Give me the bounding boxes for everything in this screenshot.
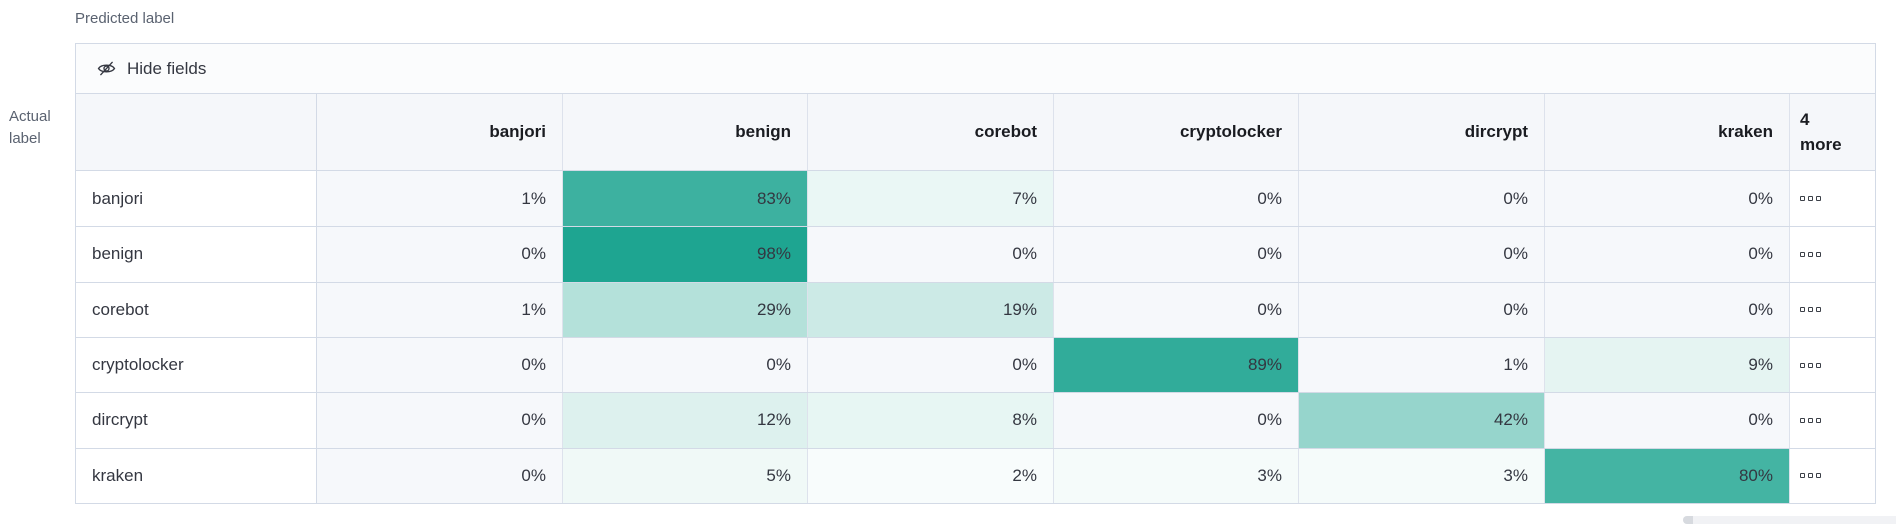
value-cell-kraken-banjori[interactable]: 0% [317, 448, 563, 503]
value-cell-benign-kraken[interactable]: 0% [1545, 227, 1790, 282]
column-header-cryptolocker[interactable]: cryptolocker [1054, 94, 1299, 170]
matrix-row-kraken: kraken 0% 5% 2% 3% 3% 80% [76, 447, 1875, 503]
column-header-banjori[interactable]: banjori [317, 94, 563, 170]
hide-fields-label: Hide fields [127, 58, 207, 78]
confusion-matrix-grid: Hide fields banjori benign corebot cryptolo… [75, 43, 1876, 504]
row-label-corebot[interactable]: corebot [76, 282, 317, 337]
row-label-benign[interactable]: benign [76, 227, 317, 282]
value-cell-cryptolocker-banjori[interactable]: 0% [317, 337, 563, 393]
matrix-row-benign: benign 0% 98% 0% 0% 0% 0% [76, 226, 1875, 282]
value-cell-dircrypt-dircrypt[interactable]: 42% [1299, 393, 1545, 448]
data-grid-toolbar: Hide fields [76, 44, 1875, 94]
value-cell-dircrypt-cryptolocker[interactable]: 0% [1054, 393, 1299, 448]
value-cell-cryptolocker-kraken[interactable]: 9% [1545, 337, 1790, 393]
header-corner-cell [76, 94, 317, 170]
more-cell-kraken[interactable] [1790, 448, 1875, 503]
value-cell-dircrypt-banjori[interactable]: 0% [317, 393, 563, 448]
value-cell-dircrypt-kraken[interactable]: 0% [1545, 393, 1790, 448]
boxes-horizontal-icon[interactable] [1800, 473, 1821, 479]
value-cell-corebot-kraken[interactable]: 0% [1545, 282, 1790, 337]
value-cell-banjori-benign[interactable]: 83% [563, 171, 808, 227]
actual-axis-label: Actual label [9, 108, 51, 147]
value-cell-benign-banjori[interactable]: 0% [317, 227, 563, 282]
matrix-row-cryptolocker: cryptolocker 0% 0% 0% 89% 1% 9% [76, 336, 1875, 393]
value-cell-banjori-banjori[interactable]: 1% [317, 171, 563, 227]
boxes-horizontal-icon[interactable] [1800, 307, 1821, 313]
boxes-horizontal-icon[interactable] [1800, 196, 1821, 202]
boxes-horizontal-icon[interactable] [1800, 417, 1821, 423]
value-cell-cryptolocker-corebot[interactable]: 0% [808, 337, 1054, 393]
value-cell-benign-dircrypt[interactable]: 0% [1299, 227, 1545, 282]
value-cell-kraken-cryptolocker[interactable]: 3% [1054, 448, 1299, 503]
value-cell-dircrypt-corebot[interactable]: 8% [808, 393, 1054, 448]
more-cell-banjori[interactable] [1790, 171, 1875, 227]
hide-fields-button[interactable]: Hide fields [97, 59, 206, 79]
matrix-row-dircrypt: dircrypt 0% 12% 8% 0% 42% 0% [76, 392, 1875, 448]
value-cell-cryptolocker-dircrypt[interactable]: 1% [1299, 337, 1545, 393]
horizontal-scrollbar[interactable] [1683, 516, 1896, 524]
value-cell-corebot-corebot[interactable]: 19% [808, 282, 1054, 337]
column-header-kraken[interactable]: kraken [1545, 94, 1790, 170]
row-label-banjori[interactable]: banjori [76, 171, 317, 227]
predicted-axis-label: Predicted label [75, 10, 175, 27]
boxes-horizontal-icon[interactable] [1800, 362, 1821, 368]
value-cell-corebot-benign[interactable]: 29% [563, 282, 808, 337]
column-header-dircrypt[interactable]: dircrypt [1299, 94, 1545, 170]
more-cell-benign[interactable] [1790, 227, 1875, 282]
row-label-dircrypt[interactable]: dircrypt [76, 393, 317, 448]
scrollbar-thumb[interactable] [1683, 516, 1693, 524]
value-cell-banjori-kraken[interactable]: 0% [1545, 171, 1790, 227]
value-cell-benign-benign[interactable]: 98% [563, 227, 808, 282]
value-cell-kraken-kraken[interactable]: 80% [1545, 448, 1790, 503]
value-cell-corebot-dircrypt[interactable]: 0% [1299, 282, 1545, 337]
value-cell-benign-cryptolocker[interactable]: 0% [1054, 227, 1299, 282]
more-cell-dircrypt[interactable] [1790, 393, 1875, 448]
value-cell-kraken-corebot[interactable]: 2% [808, 448, 1054, 503]
column-header-more[interactable]: 4 more [1800, 110, 1842, 154]
value-cell-benign-corebot[interactable]: 0% [808, 227, 1054, 282]
value-cell-kraken-benign[interactable]: 5% [563, 448, 808, 503]
value-cell-kraken-dircrypt[interactable]: 3% [1299, 448, 1545, 503]
eye-closed-icon [97, 59, 116, 78]
column-header-benign[interactable]: benign [563, 94, 808, 170]
value-cell-corebot-banjori[interactable]: 1% [317, 282, 563, 337]
matrix-row-corebot: corebot 1% 29% 19% 0% 0% 0% [76, 281, 1875, 337]
value-cell-banjori-dircrypt[interactable]: 0% [1299, 171, 1545, 227]
value-cell-corebot-cryptolocker[interactable]: 0% [1054, 282, 1299, 337]
column-header-corebot[interactable]: corebot [808, 94, 1054, 170]
matrix-row-banjori: banjori 1% 83% 7% 0% 0% 0% [76, 171, 1875, 227]
value-cell-banjori-corebot[interactable]: 7% [808, 171, 1054, 227]
boxes-horizontal-icon[interactable] [1800, 251, 1821, 257]
value-cell-banjori-cryptolocker[interactable]: 0% [1054, 171, 1299, 227]
rows-container: banjori 1% 83% 7% 0% 0% 0% benign 0% 98% 0% 0% 0% 0% c… [76, 171, 1875, 503]
header-row: banjori benign corebot cryptolocker dircrypt… [76, 94, 1875, 171]
row-label-kraken[interactable]: kraken [76, 448, 317, 503]
more-cell-cryptolocker[interactable] [1790, 337, 1875, 393]
value-cell-cryptolocker-benign[interactable]: 0% [563, 337, 808, 393]
row-label-cryptolocker[interactable]: cryptolocker [76, 337, 317, 393]
value-cell-cryptolocker-cryptolocker[interactable]: 89% [1054, 337, 1299, 393]
more-cell-corebot[interactable] [1790, 282, 1875, 337]
value-cell-dircrypt-benign[interactable]: 12% [563, 393, 808, 448]
